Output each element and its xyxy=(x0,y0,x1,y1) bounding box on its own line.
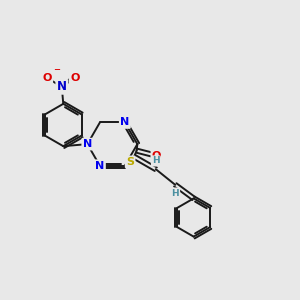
Text: H: H xyxy=(171,189,179,198)
Text: −: − xyxy=(53,65,60,74)
Text: N: N xyxy=(120,118,130,128)
Text: S: S xyxy=(126,157,134,167)
Text: O: O xyxy=(152,151,161,161)
Text: N: N xyxy=(95,161,104,171)
Text: N: N xyxy=(57,80,67,93)
Text: H: H xyxy=(152,157,160,166)
Text: N: N xyxy=(83,139,92,149)
Text: O: O xyxy=(42,73,52,83)
Text: O: O xyxy=(70,73,80,83)
